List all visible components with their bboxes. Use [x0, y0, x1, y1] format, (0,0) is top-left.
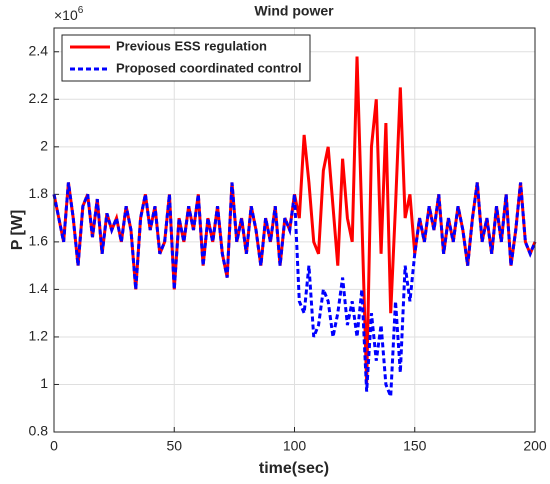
legend-label: Proposed coordinated control [116, 60, 302, 75]
y-tick-label: 1.2 [29, 328, 49, 344]
y-scale-exponent: 6 [78, 5, 84, 16]
legend-box [61, 34, 311, 82]
y-axis-label: P [W] [9, 210, 26, 251]
axes-box [53, 27, 536, 433]
chart-title: Wind power [254, 3, 334, 19]
y-scale-label: ×106 [54, 5, 84, 23]
y-tick-label: 2.4 [29, 42, 49, 58]
legend-label: Previous ESS regulation [116, 38, 267, 53]
series-line [52, 182, 537, 397]
y-tick-label: 1 [40, 375, 48, 391]
x-tick-label: 50 [166, 438, 182, 454]
y-scale-base: ×10 [54, 7, 78, 23]
x-tick-label: 150 [403, 438, 427, 454]
x-tick-label: 0 [50, 438, 58, 454]
x-axis-label: time(sec) [259, 460, 329, 477]
y-tick-label: 1.8 [29, 185, 49, 201]
x-tick-label: 200 [523, 438, 547, 454]
y-tick-label: 1.4 [29, 280, 49, 296]
y-tick-label: 1.6 [29, 233, 49, 249]
x-tick-label: 100 [283, 438, 307, 454]
y-tick-label: 0.8 [29, 423, 49, 439]
y-tick-label: 2.2 [29, 90, 49, 106]
y-tick-label: 2 [40, 138, 48, 154]
